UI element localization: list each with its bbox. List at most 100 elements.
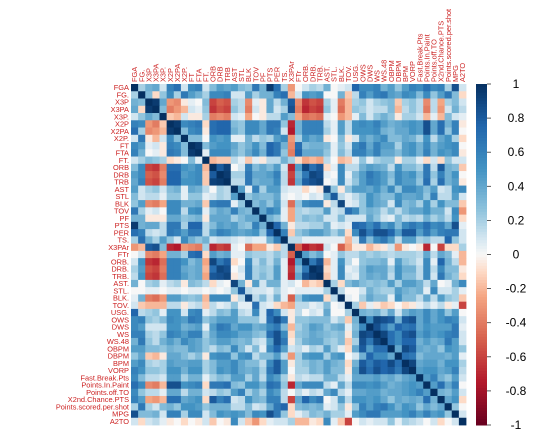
- heatmap-cell: [366, 142, 374, 150]
- heatmap-cell: [309, 395, 317, 404]
- heatmap-cell: [323, 272, 331, 281]
- heatmap-cell: [451, 381, 460, 390]
- heatmap-cell: [451, 134, 460, 143]
- heatmap-cell: [330, 185, 339, 194]
- heatmap-cell: [451, 171, 460, 179]
- heatmap-cell: [359, 417, 367, 426]
- heatmap-cell: [237, 345, 246, 353]
- heatmap-cell: [166, 258, 175, 266]
- heatmap-cell: [159, 352, 168, 361]
- heatmap-cell: [423, 127, 431, 136]
- heatmap-cell: [252, 265, 260, 274]
- heatmap-cell: [216, 120, 225, 128]
- heatmap-cell: [287, 221, 296, 230]
- heatmap-cell: [195, 185, 203, 194]
- heatmap-cell: [408, 352, 417, 361]
- heatmap-cell: [344, 265, 353, 274]
- heatmap-cell: [451, 163, 460, 172]
- heatmap-cell: [423, 207, 431, 215]
- heatmap-cell: [145, 207, 153, 215]
- heatmap-cell: [294, 388, 303, 397]
- heatmap-cell: [373, 395, 381, 404]
- heatmap-cell: [408, 417, 417, 426]
- heatmap-cell: [337, 417, 346, 426]
- heatmap-cell: [195, 403, 203, 411]
- heatmap-cell: [444, 381, 453, 390]
- heatmap-cell: [237, 316, 246, 324]
- heatmap-cell: [359, 149, 367, 157]
- heatmap-cell: [394, 91, 403, 99]
- heatmap-cell: [259, 403, 267, 411]
- heatmap-cell: [416, 178, 424, 186]
- heatmap-cell: [408, 374, 417, 382]
- heatmap-cell: [245, 91, 253, 99]
- heatmap-cell: [401, 403, 410, 411]
- heatmap-cell: [408, 84, 417, 92]
- heatmap-cell: [337, 316, 346, 324]
- heatmap-cell: [195, 243, 203, 252]
- heatmap-cell: [330, 395, 339, 404]
- heatmap-cell: [245, 149, 253, 157]
- heatmap-cell: [380, 127, 388, 136]
- heatmap-cell: [437, 207, 446, 215]
- heatmap-cell: [366, 243, 374, 252]
- heatmap-cell: [380, 330, 388, 339]
- heatmap-cell: [138, 374, 146, 382]
- heatmap-cell: [159, 127, 168, 136]
- heatmap-cell: [131, 395, 139, 404]
- colorbar-swatch: [476, 248, 487, 253]
- colorbar-swatch: [476, 390, 487, 395]
- heatmap-cell: [344, 294, 353, 303]
- colorbar-swatch: [476, 294, 487, 298]
- heatmap-cell: [458, 374, 467, 382]
- heatmap-cell: [223, 337, 232, 346]
- column-label: WS.48: [380, 60, 389, 82]
- heatmap-cell: [380, 366, 388, 375]
- heatmap-cell: [458, 192, 467, 201]
- heatmap-cell: [180, 113, 189, 121]
- column-label: X2P: [166, 68, 175, 82]
- heatmap-cell: [394, 308, 403, 317]
- heatmap-cell: [195, 221, 203, 230]
- heatmap-cell: [408, 265, 417, 274]
- heatmap-cell: [359, 163, 367, 172]
- heatmap-cell: [245, 388, 253, 397]
- heatmap-cell: [223, 221, 232, 230]
- heatmap-cell: [444, 163, 453, 172]
- heatmap-cell: [387, 294, 396, 303]
- heatmap-cell: [294, 185, 303, 194]
- heatmap-cell: [366, 91, 374, 99]
- colorbar-swatch: [476, 152, 487, 156]
- heatmap-cell: [252, 417, 260, 426]
- heatmap-cell: [273, 359, 282, 368]
- heatmap-cell: [159, 142, 168, 150]
- heatmap-cell: [430, 113, 438, 121]
- heatmap-cell: [202, 330, 210, 339]
- heatmap-cell: [230, 120, 239, 128]
- heatmap-cell: [138, 294, 146, 303]
- row-labels: FGAFG.X3PX3PAX3P.X2PX2PAX2P.FTFTAFT.ORBD…: [56, 83, 130, 426]
- heatmap-cell: [145, 345, 153, 353]
- heatmap-cell: [302, 127, 310, 136]
- heatmap-cell: [287, 366, 296, 375]
- heatmap-cell: [202, 171, 210, 179]
- heatmap-cell: [416, 410, 424, 419]
- heatmap-cell: [337, 330, 346, 339]
- row-label: AST.: [113, 279, 129, 288]
- heatmap-cell: [373, 258, 381, 266]
- heatmap-cell: [188, 301, 196, 310]
- row-label: FGA: [114, 83, 129, 92]
- heatmap-cell: [252, 359, 260, 368]
- heatmap-cell: [351, 105, 360, 114]
- heatmap-cell: [252, 395, 260, 404]
- heatmap-cell: [252, 381, 260, 390]
- heatmap-cell: [294, 178, 303, 186]
- heatmap-cell: [344, 352, 353, 361]
- heatmap-cell: [330, 272, 339, 281]
- heatmap-cell: [401, 258, 410, 266]
- heatmap-cell: [458, 178, 467, 186]
- heatmap-cell: [166, 134, 175, 143]
- heatmap-cell: [138, 214, 146, 223]
- heatmap-cell: [458, 287, 467, 295]
- heatmap-cell: [252, 287, 260, 295]
